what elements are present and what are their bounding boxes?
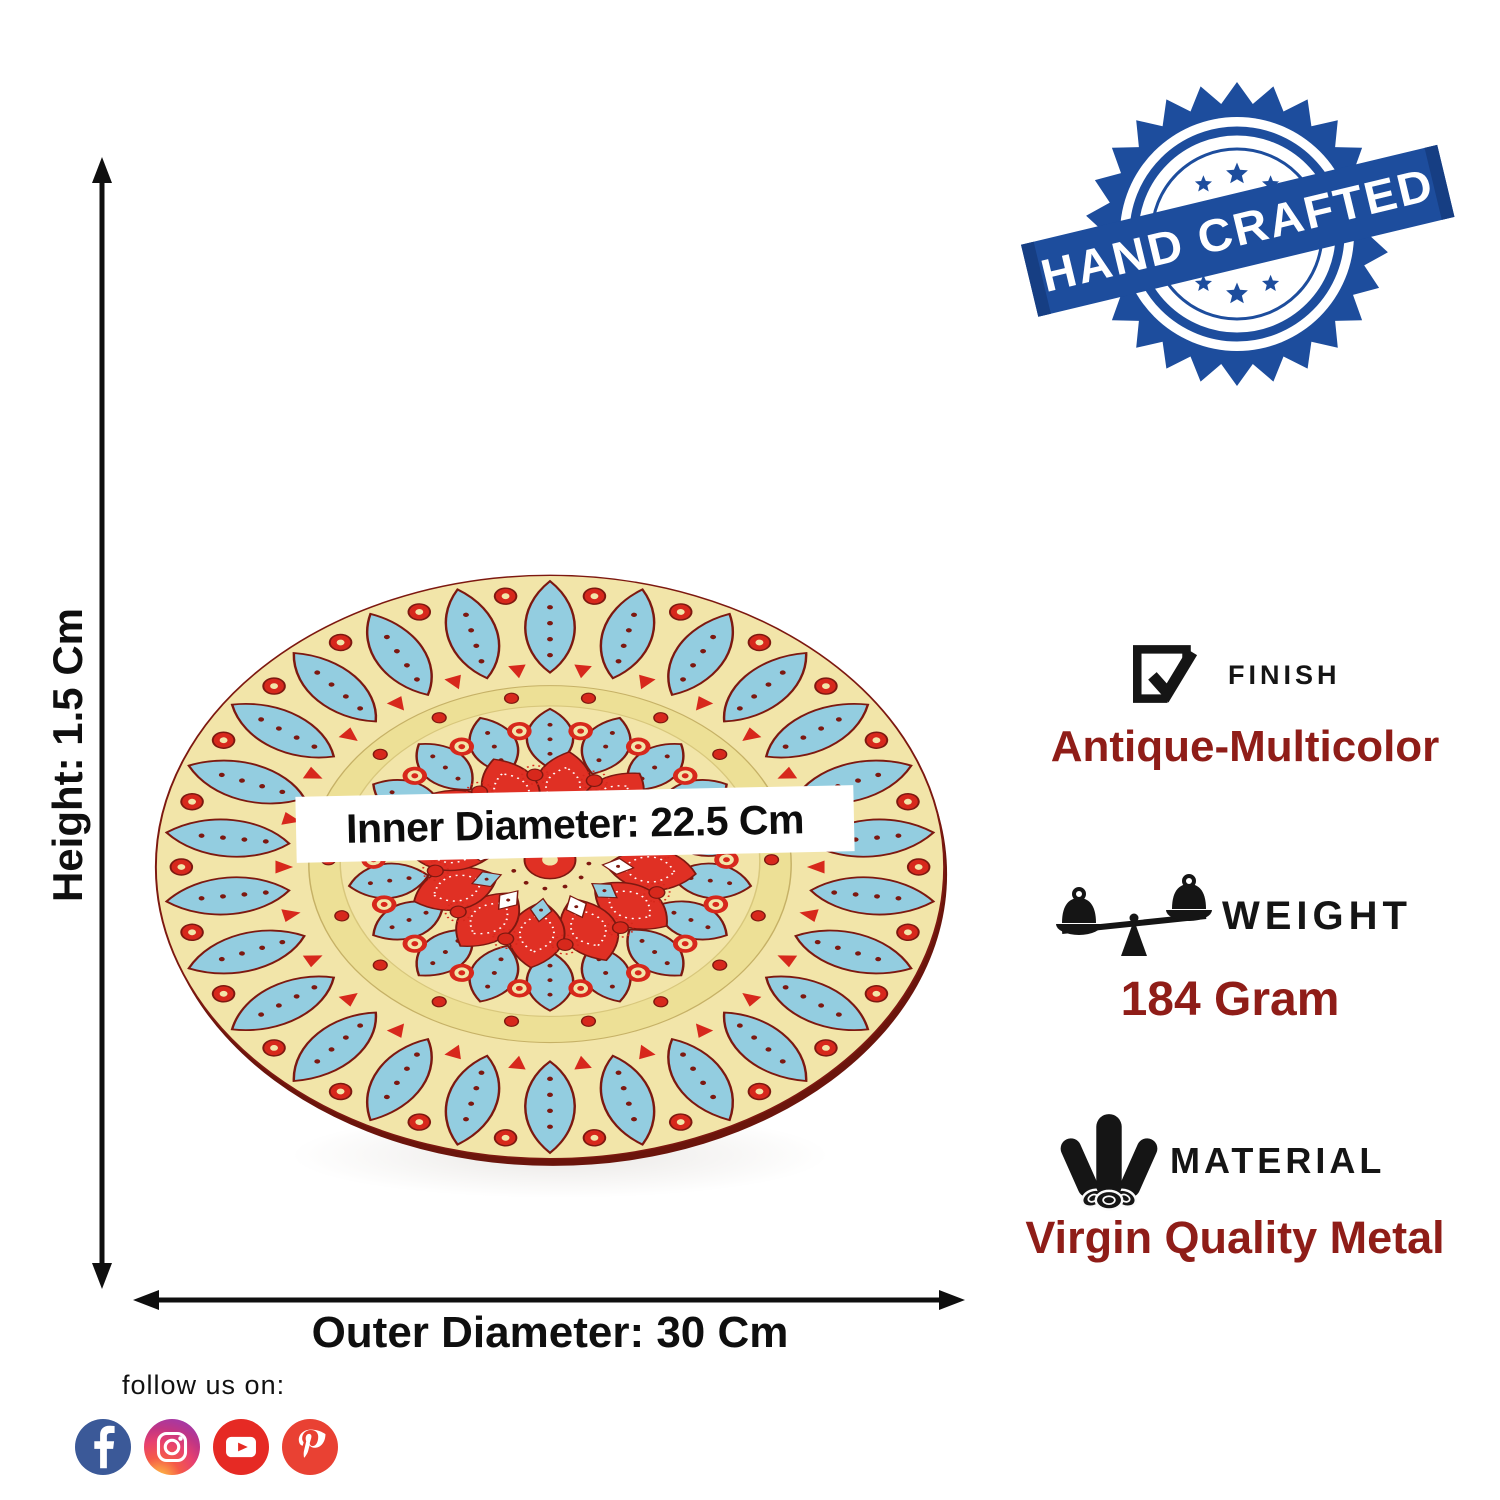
pinterest-icon bbox=[298, 1429, 326, 1458]
material-pipes-icon bbox=[1060, 1114, 1158, 1211]
pinterest-link[interactable] bbox=[282, 1419, 338, 1475]
outer-diameter-arrow bbox=[133, 1290, 965, 1310]
material-title: MATERIAL bbox=[1170, 1140, 1386, 1181]
height-dimension-label: Height: 1.5 Cm bbox=[44, 607, 91, 903]
finish-title: FINISH bbox=[1228, 660, 1341, 690]
finish-value: Antique-Multicolor bbox=[1050, 722, 1440, 771]
instagram-icon bbox=[156, 1431, 188, 1463]
weight-value: 184 Gram bbox=[1120, 973, 1340, 1026]
follow-us-label: follow us on: bbox=[122, 1370, 286, 1400]
product-plate-image bbox=[154, 574, 948, 1166]
material-value: Virgin Quality Metal bbox=[1025, 1212, 1445, 1263]
facebook-icon bbox=[94, 1425, 115, 1469]
hand-crafted-badge: HAND CRAFTED bbox=[1021, 82, 1455, 386]
facebook-link[interactable] bbox=[75, 1419, 131, 1475]
arrowhead-right bbox=[939, 1290, 965, 1310]
inner-diameter-band: Inner Diameter: 22.5 Cm bbox=[295, 785, 855, 863]
height-arrow bbox=[92, 157, 112, 1289]
outer-diameter-label: Outer Diameter: 30 Cm bbox=[311, 1308, 789, 1357]
arrowhead-up bbox=[92, 157, 112, 183]
weight-title: WEIGHT bbox=[1222, 894, 1412, 938]
youtube-icon bbox=[226, 1436, 256, 1458]
finish-checkbox-icon bbox=[1133, 645, 1198, 703]
instagram-link[interactable] bbox=[144, 1419, 200, 1475]
arrowhead-down bbox=[92, 1263, 112, 1289]
weight-scale-icon bbox=[1056, 874, 1212, 956]
arrowhead-left bbox=[133, 1290, 159, 1310]
inner-diameter-label: Inner Diameter: 22.5 Cm bbox=[345, 795, 805, 852]
youtube-link[interactable] bbox=[213, 1419, 269, 1475]
